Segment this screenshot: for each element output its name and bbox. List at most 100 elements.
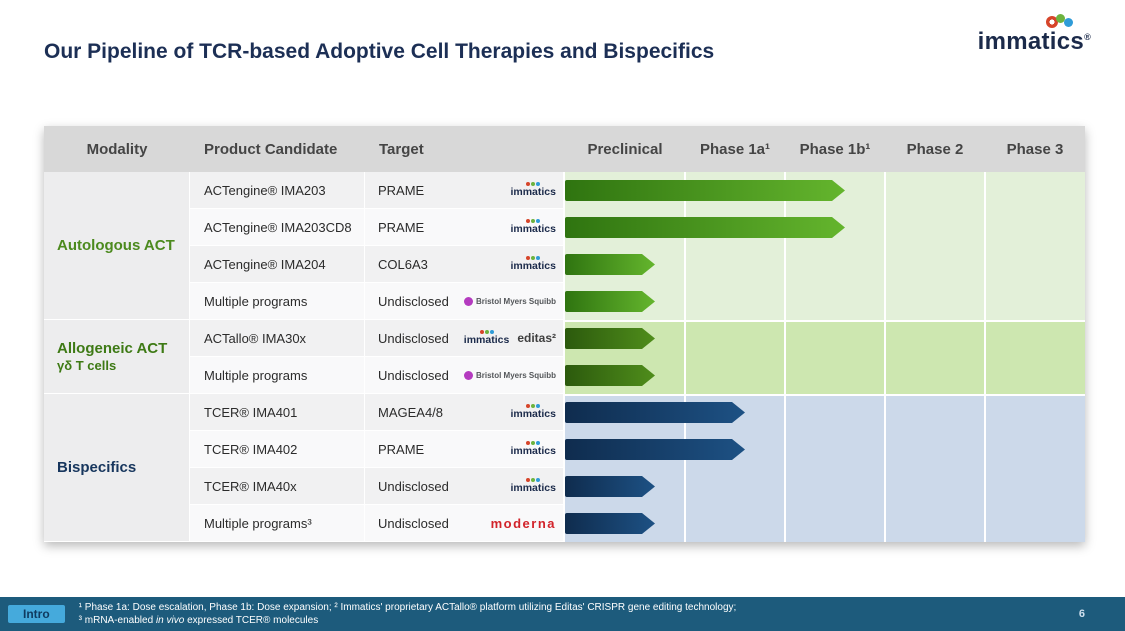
immatics-partner-logo: immatics (510, 219, 556, 235)
footer-bar: Intro ¹ Phase 1a: Dose escalation, Phase… (0, 597, 1125, 631)
pipeline-bar (565, 180, 845, 201)
immatics-logo-dots (479, 330, 494, 335)
partner-logos: immatics (510, 478, 556, 494)
pipeline-bar (565, 291, 655, 312)
pipeline-bar-row (565, 283, 1085, 320)
pipeline-bar-row (565, 505, 1085, 542)
target-label: PRAME (378, 182, 425, 198)
partner-logos: Bristol Myers Squibb (463, 370, 556, 380)
immatics-partner-logo: immatics (510, 478, 556, 494)
immatics-logo-dots (526, 219, 541, 224)
partner-logos: immatics (510, 404, 556, 420)
col-header-product: Product Candidate (190, 126, 365, 172)
logo-dot (484, 330, 489, 335)
modality-label: Allogeneic ACT (57, 339, 168, 357)
target-cell: PRAME immatics (365, 431, 565, 468)
immatics-logo-text: immatics (510, 260, 556, 273)
target-label: PRAME (378, 219, 425, 235)
target-cell: Undisclosed moderna (365, 505, 565, 542)
editas-logo: editas² (517, 331, 556, 345)
product-cell: TCER® IMA402 (190, 431, 365, 468)
product-cell: TCER® IMA40x (190, 468, 365, 505)
logo-dot (536, 478, 541, 483)
partner-logos: immatics (510, 219, 556, 235)
bms-icon (463, 296, 473, 306)
target-label: Undisclosed (378, 330, 449, 346)
pipeline-bar-row (565, 320, 1085, 357)
modality-label: Bispecifics (57, 458, 137, 476)
immatics-logo-text: immatics (510, 482, 556, 495)
partner-logos: immatics (510, 441, 556, 457)
product-cell: Multiple programs³ (190, 505, 365, 542)
target-label: MAGEA4/8 (378, 404, 444, 420)
bms-icon (463, 370, 473, 380)
target-cell: Undisclosed immatics editas² (365, 320, 565, 357)
phase-area-1 (565, 320, 1085, 394)
partner-logos: immatics editas² (464, 330, 556, 346)
logo-dot (531, 219, 536, 224)
immatics-logo-text: immatics® (977, 28, 1091, 55)
product-cell: ACTengine® IMA204 (190, 246, 365, 283)
immatics-logo-text: immatics (463, 334, 510, 347)
logo-dot (536, 182, 541, 187)
product-cell: ACTengine® IMA203CD8 (190, 209, 365, 246)
immatics-logo-dots (1046, 14, 1073, 28)
bristol-myers-squibb-logo: Bristol Myers Squibb (463, 370, 556, 380)
logo-dot (526, 478, 531, 483)
immatics-logo-dots (526, 404, 541, 409)
logo-dot (526, 256, 531, 261)
target-label: Undisclosed (378, 515, 449, 531)
partner-logos: immatics (510, 256, 556, 272)
intro-tab[interactable]: Intro (8, 605, 65, 623)
target-cell: COL6A3 immatics (365, 246, 565, 283)
logo-dot (531, 441, 536, 446)
logo-dot (531, 256, 536, 261)
pipeline-bar (565, 513, 655, 534)
pipeline-bar-row (565, 357, 1085, 394)
bms-logo-text: Bristol Myers Squibb (475, 296, 556, 306)
col-header-phase1a: Phase 1a¹ (685, 126, 785, 172)
pipeline-bar (565, 402, 745, 423)
target-cell: PRAME immatics (365, 209, 565, 246)
logo-dot (531, 404, 536, 409)
pipeline-bar-row (565, 394, 1085, 431)
pipeline-bar (565, 439, 745, 460)
immatics-partner-logo: immatics (510, 182, 556, 198)
logo-dot (526, 182, 531, 187)
target-label: Undisclosed (378, 293, 449, 309)
target-cell: Undisclosed Bristol Myers Squibb (365, 357, 565, 394)
target-label: PRAME (378, 441, 425, 457)
logo-dot-green (1056, 14, 1065, 23)
pipeline-bar-row (565, 209, 1085, 246)
target-label: Undisclosed (378, 367, 449, 383)
immatics-logo-text: immatics (510, 408, 556, 421)
product-cell: Multiple programs (190, 283, 365, 320)
immatics-logo-text: immatics (510, 445, 556, 458)
moderna-logo: moderna (490, 515, 556, 531)
immatics-logo-dots (526, 256, 541, 261)
target-label: Undisclosed (378, 478, 449, 494)
immatics-logo-dots (526, 182, 541, 187)
col-header-phase3: Phase 3 (985, 126, 1085, 172)
pipeline-bar-row (565, 468, 1085, 505)
pipeline-bar-row (565, 246, 1085, 283)
bristol-myers-squibb-logo: Bristol Myers Squibb (463, 296, 556, 306)
modality-label: Autologous ACT (57, 236, 175, 254)
modality-group-0: Autologous ACT (44, 172, 190, 320)
page-number: 6 (1078, 608, 1085, 620)
pipeline-bar (565, 476, 655, 497)
logo-dot (536, 441, 541, 446)
immatics-partner-logo: immatics (510, 404, 556, 420)
bms-logo-text: Bristol Myers Squibb (475, 370, 556, 380)
col-header-preclinical: Preclinical (565, 126, 685, 172)
modality-group-2: Bispecifics (44, 394, 190, 542)
pipeline-bar (565, 365, 655, 386)
logo-dot (489, 330, 494, 335)
pipeline-table: Modality Product Candidate Target Precli… (44, 126, 1085, 542)
logo-dot (479, 330, 484, 335)
target-cell: PRAME immatics (365, 172, 565, 209)
pipeline-bar-row (565, 431, 1085, 468)
partner-logos: moderna (491, 516, 556, 531)
logo-dot (536, 219, 541, 224)
logo-dot (536, 404, 541, 409)
